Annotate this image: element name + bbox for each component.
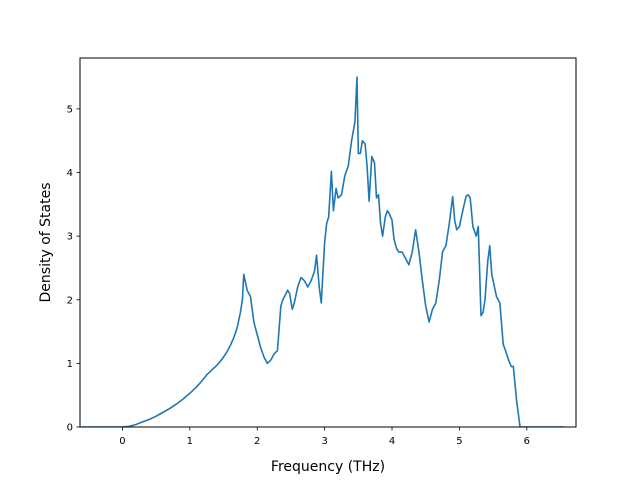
y-tick-label: 0 [67, 423, 73, 434]
axes-frame [79, 57, 577, 428]
y-tick-label: 2 [67, 295, 73, 306]
x-tick-label: 0 [119, 436, 125, 447]
x-tick-label: 5 [456, 436, 462, 447]
x-axis-ticks: 0 1 2 3 4 5 6 [119, 427, 530, 447]
y-tick-label: 5 [67, 104, 73, 115]
x-tick-label: 2 [254, 436, 260, 447]
y-axis-ticks: 0 1 2 3 4 5 [67, 104, 80, 434]
x-tick-label: 1 [187, 436, 193, 447]
x-tick-label: 6 [524, 436, 530, 447]
y-tick-label: 4 [67, 168, 73, 179]
y-axis-label: Density of States [38, 183, 54, 303]
plot-area [82, 76, 565, 427]
dos-series-line [82, 76, 565, 427]
x-axis-label: Frequency (THz) [271, 459, 385, 475]
y-tick-label: 3 [67, 232, 73, 243]
x-tick-label: 4 [389, 436, 395, 447]
y-tick-label: 1 [67, 359, 73, 370]
x-tick-label: 3 [321, 436, 327, 447]
